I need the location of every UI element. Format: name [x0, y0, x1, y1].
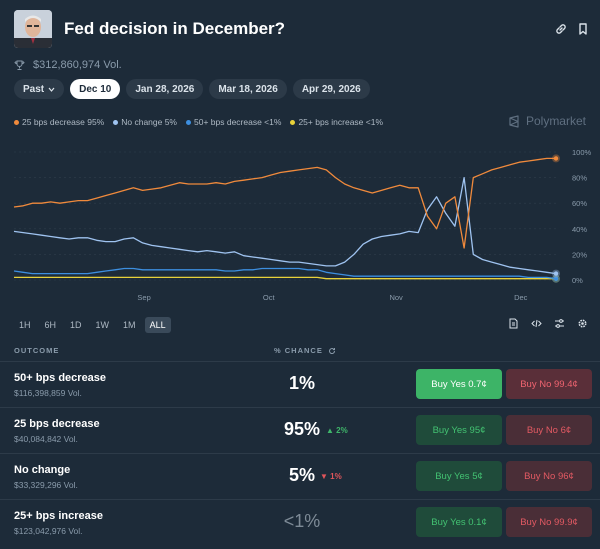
chance-header-label: % CHANCE — [274, 346, 323, 355]
series-end-point — [553, 276, 559, 281]
outcome-chance: 95% — [283, 419, 321, 439]
series-end-point — [553, 271, 559, 276]
range-1h[interactable]: 1H — [19, 320, 31, 330]
time-range-selector: 1H 6H 1D 1W 1M ALL — [14, 317, 171, 333]
legend-label: 50+ bps decrease <1% — [194, 117, 282, 127]
chance-change-up: ▲ 2% — [326, 426, 348, 435]
legend-label: 25+ bps increase <1% — [298, 117, 384, 127]
y-tick-label: 80% — [572, 174, 587, 183]
outcome-volume: $33,329,296 Vol. — [14, 480, 78, 490]
volume-row: $312,860,974 Vol. — [14, 57, 122, 73]
y-tick-label: 20% — [572, 250, 587, 259]
header: Fed decision in December? — [14, 10, 587, 48]
buy-no-button[interactable]: Buy No 99.4¢ — [506, 369, 592, 399]
legend-dot-icon — [186, 119, 191, 125]
total-volume: $312,860,974 Vol. — [33, 59, 122, 71]
buy-yes-button[interactable]: Buy Yes 95¢ — [416, 415, 502, 445]
outcome-volume: $116,398,859 Vol. — [14, 388, 82, 398]
range-1m[interactable]: 1M — [123, 320, 136, 330]
buy-yes-button[interactable]: Buy Yes 0.1¢ — [416, 507, 502, 537]
link-icon[interactable] — [554, 22, 568, 36]
series-line-25-bps-decrease — [13, 157, 556, 249]
x-tick-label: Nov — [389, 293, 403, 302]
outcome-row-25bps-increase[interactable]: 25+ bps increase $123,042,976 Vol. <1% B… — [0, 499, 600, 544]
code-icon[interactable] — [531, 318, 542, 329]
date-tabs: Past Dec 10 Jan 28, 2026 Mar 18, 2026 Ap… — [14, 79, 370, 99]
x-tick-label: Oct — [263, 293, 276, 302]
outcome-row-no-change[interactable]: No change $33,329,296 Vol. 5% ▼ 1% Buy Y… — [0, 453, 600, 498]
legend-dot-icon — [14, 119, 19, 125]
legend-dot-icon — [290, 119, 296, 125]
x-tick-label: Sep — [137, 293, 150, 302]
chart-tools — [508, 318, 588, 329]
chevron-down-icon — [48, 87, 55, 92]
outcome-volume: $40,084,842 Vol. — [14, 434, 78, 444]
buy-yes-button[interactable]: Buy Yes 0.7¢ — [416, 369, 502, 399]
gear-icon[interactable] — [577, 318, 588, 329]
tab-jan-28-2026[interactable]: Jan 28, 2026 — [126, 79, 204, 99]
range-1w[interactable]: 1W — [95, 320, 110, 330]
y-tick-label: 100% — [572, 148, 592, 157]
series-end-point — [553, 156, 559, 161]
series-line-25-bps-increase — [14, 276, 556, 280]
outcome-row-25bps-decrease[interactable]: 25 bps decrease $40,084,842 Vol. 95% ▲ 2… — [0, 407, 600, 452]
outcome-chance: 5% — [288, 465, 315, 485]
brand-label: Polymarket — [525, 114, 586, 128]
trophy-icon — [14, 60, 25, 70]
legend-item-25bps-increase: 25+ bps increase <1% — [290, 117, 383, 127]
document-icon[interactable] — [508, 318, 519, 329]
page-title: Fed decision in December? — [64, 19, 286, 38]
y-tick-label: 40% — [572, 225, 587, 234]
x-tick-label: Dec — [514, 293, 528, 302]
outcome-column-header: OUTCOME — [14, 346, 60, 355]
range-1d[interactable]: 1D — [70, 320, 82, 330]
legend-item-25bps-decrease: 25 bps decrease 95% — [14, 117, 104, 127]
tab-dec-10[interactable]: Dec 10 — [70, 79, 121, 99]
outcome-volume: $123,042,976 Vol. — [14, 526, 83, 536]
chance-change-down: ▼ 1% — [320, 472, 342, 481]
series-line-50-bps-decrease — [13, 267, 557, 280]
range-6h[interactable]: 6H — [44, 320, 57, 330]
refresh-icon — [328, 347, 335, 354]
outcome-name: 50+ bps decrease — [14, 372, 107, 384]
series-line-no-change — [13, 176, 557, 275]
avatar-portrait-icon — [14, 10, 52, 48]
legend-label: 25 bps decrease 95% — [22, 117, 105, 127]
y-tick-label: 60% — [572, 199, 587, 208]
bookmark-icon[interactable] — [576, 22, 590, 36]
tab-past[interactable]: Past — [14, 79, 65, 99]
buy-yes-button[interactable]: Buy Yes 5¢ — [416, 461, 502, 491]
outcome-name: No change — [14, 464, 71, 476]
outcome-chance: 1% — [288, 373, 315, 393]
chance-column-header[interactable]: % CHANCE — [274, 346, 336, 355]
buy-no-button[interactable]: Buy No 99.9¢ — [506, 507, 592, 537]
legend-item-50bps-decrease: 50+ bps decrease <1% — [186, 117, 281, 127]
outcome-chance: <1% — [283, 511, 321, 531]
legend-label: No change 5% — [121, 117, 177, 127]
tab-past-label: Past — [23, 83, 45, 95]
polymarket-brand: Polymarket — [508, 114, 586, 128]
legend-item-no-change: No change 5% — [113, 117, 177, 127]
buy-no-button[interactable]: Buy No 6¢ — [506, 415, 592, 445]
polymarket-logo-icon — [509, 114, 519, 128]
market-avatar — [14, 10, 52, 48]
tab-apr-29-2026[interactable]: Apr 29, 2026 — [292, 79, 370, 99]
outcome-name: 25 bps decrease — [14, 418, 100, 430]
tab-mar-18-2026[interactable]: Mar 18, 2026 — [209, 79, 287, 99]
range-all[interactable]: ALL — [144, 317, 171, 333]
legend-dot-icon — [113, 119, 119, 125]
y-tick-label: 0% — [572, 276, 583, 285]
outcome-row-50bps-decrease[interactable]: 50+ bps decrease $116,398,859 Vol. 1% Bu… — [0, 361, 600, 406]
outcome-name: 25+ bps increase — [14, 510, 103, 522]
buy-no-button[interactable]: Buy No 96¢ — [506, 461, 592, 491]
sliders-icon[interactable] — [554, 318, 565, 329]
price-chart[interactable]: 0% 20% 40% 60% 80% 100% Sep Oct Nov Dec — [0, 140, 600, 310]
chart-legend: 25 bps decrease 95% No change 5% 50+ bps… — [14, 117, 383, 127]
